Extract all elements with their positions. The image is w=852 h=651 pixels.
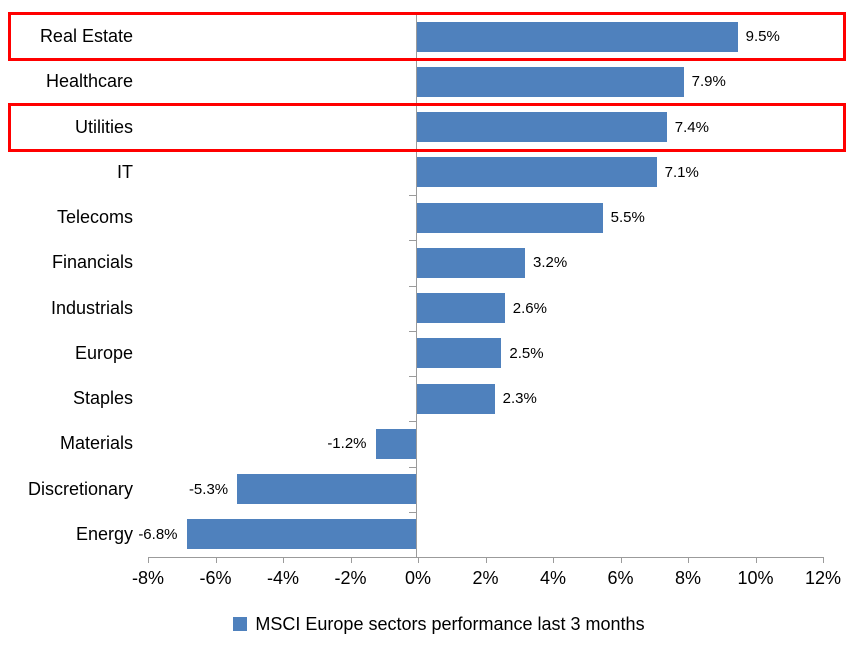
category-label-europe: Europe (74, 342, 133, 363)
x-axis-tick-label: 8% (674, 568, 701, 588)
bar-healthcare (417, 66, 684, 97)
x-axis-tick-label: 4% (539, 568, 566, 588)
category-tick (409, 330, 416, 332)
x-axis-tick (418, 557, 419, 563)
category-tick (409, 557, 416, 558)
bar-it (417, 157, 657, 188)
value-label-discretionary: -5.3% (188, 480, 229, 498)
category-label-materials: Materials (59, 433, 133, 454)
x-axis-tick-label: 6% (607, 568, 634, 588)
category-label-discretionary: Discretionary (27, 478, 133, 499)
category-tick (409, 240, 416, 242)
bar-real-estate (417, 21, 738, 52)
value-label-real-estate: 9.5% (745, 28, 780, 46)
bar-energy (186, 519, 416, 550)
x-axis-tick (688, 557, 689, 563)
bar-europe (417, 338, 502, 369)
bar-telecoms (417, 202, 603, 233)
bar-industrials (417, 293, 505, 324)
x-axis-tick-label: 0% (404, 568, 431, 588)
bar-materials (375, 428, 416, 459)
legend-color-swatch (233, 617, 248, 631)
x-axis-tick-label: 10% (737, 568, 774, 588)
category-tick (409, 285, 416, 287)
x-axis-tick-label: 2% (472, 568, 499, 588)
y-axis-line (416, 14, 417, 557)
category-tick (409, 59, 416, 61)
x-axis-tick (620, 557, 622, 563)
x-axis-tick (755, 557, 757, 563)
category-label-energy: Energy (75, 523, 133, 544)
category-tick (409, 14, 416, 15)
x-axis-tick (553, 557, 554, 563)
category-label-healthcare: Healthcare (45, 71, 133, 92)
category-label-telecoms: Telecoms (56, 207, 133, 228)
bar-discretionary (237, 474, 416, 505)
legend: MSCI Europe sectors performance last 3 m… (0, 611, 852, 637)
bar-utilities (417, 112, 667, 143)
bar-financials (417, 247, 525, 278)
x-axis-tick-label: -8% (131, 568, 164, 588)
legend-label: MSCI Europe sectors performance last 3 m… (255, 613, 645, 634)
x-axis-tick (350, 557, 352, 563)
value-label-materials: -1.2% (327, 435, 367, 453)
category-tick (409, 149, 416, 151)
category-tick (409, 511, 416, 513)
x-axis-tick-label: -4% (266, 568, 299, 588)
value-label-europe: 2.5% (509, 344, 544, 362)
category-label-real-estate: Real Estate (39, 26, 133, 47)
x-axis-tick (283, 557, 284, 563)
x-axis-tick-label: -6% (199, 568, 232, 588)
category-tick (409, 421, 416, 423)
x-axis-tick-label: -2% (334, 568, 367, 588)
category-label-staples: Staples (72, 388, 133, 409)
value-label-industrials: 2.6% (512, 299, 547, 317)
category-label-industrials: Industrials (50, 297, 133, 318)
value-label-energy: -6.8% (138, 525, 178, 543)
bar-staples (417, 383, 495, 414)
x-axis-tick (485, 557, 487, 563)
value-label-utilities: 7.4% (674, 118, 709, 136)
x-axis-tick (823, 557, 824, 563)
category-label-utilities: Utilities (74, 116, 133, 137)
value-label-telecoms: 5.5% (610, 209, 645, 227)
category-tick (409, 195, 416, 196)
category-tick (409, 376, 416, 377)
value-label-financials: 3.2% (533, 254, 568, 272)
category-tick (409, 466, 416, 468)
value-label-healthcare: 7.9% (691, 73, 726, 91)
x-axis-tick-label: 12% (804, 568, 842, 588)
value-label-it: 7.1% (664, 163, 699, 181)
value-label-staples: 2.3% (502, 390, 537, 408)
x-axis-tick (215, 557, 217, 563)
category-tick (409, 104, 416, 106)
category-label-it: IT (117, 161, 133, 182)
x-axis-tick (148, 557, 149, 563)
category-label-financials: Financials (51, 252, 133, 273)
